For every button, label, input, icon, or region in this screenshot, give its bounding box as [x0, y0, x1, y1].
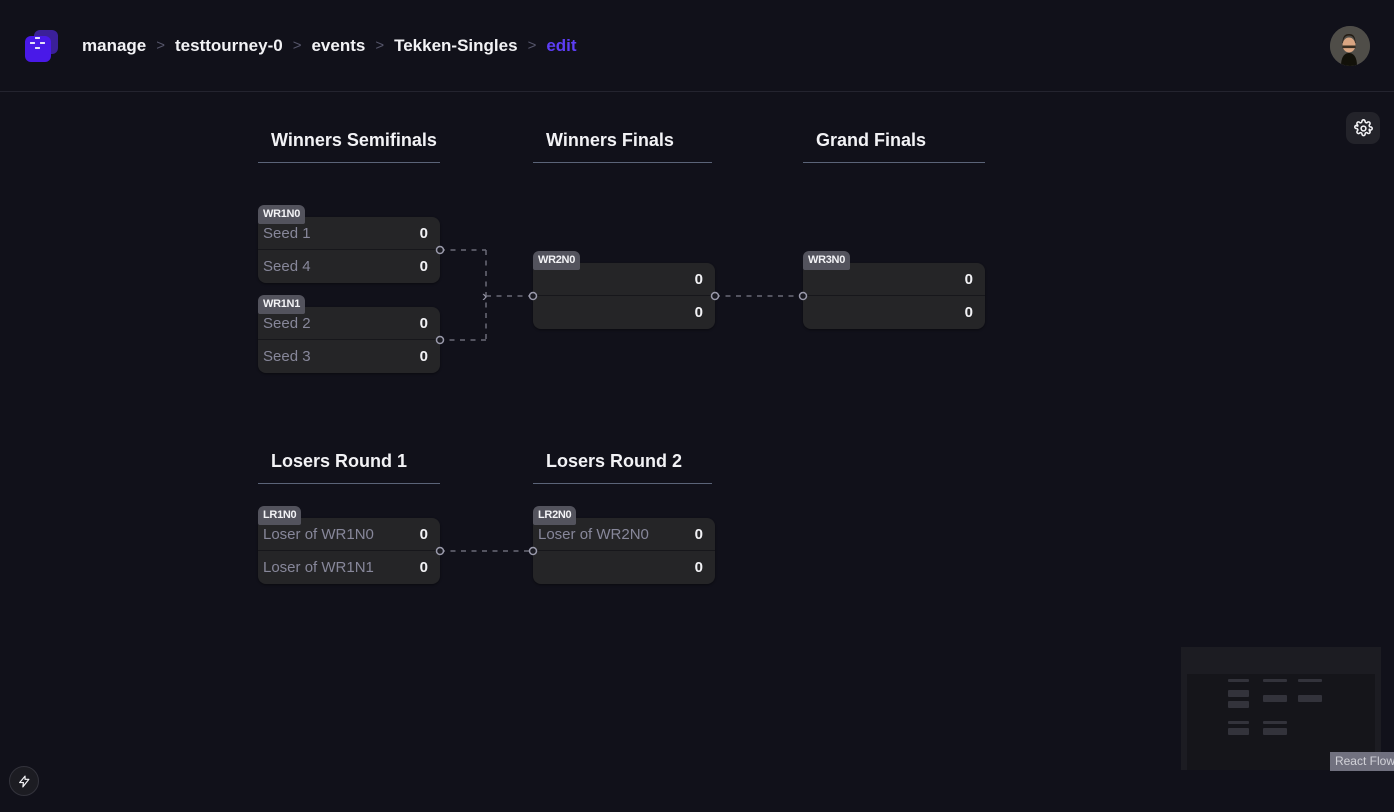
- svg-text:›: ›: [482, 288, 487, 305]
